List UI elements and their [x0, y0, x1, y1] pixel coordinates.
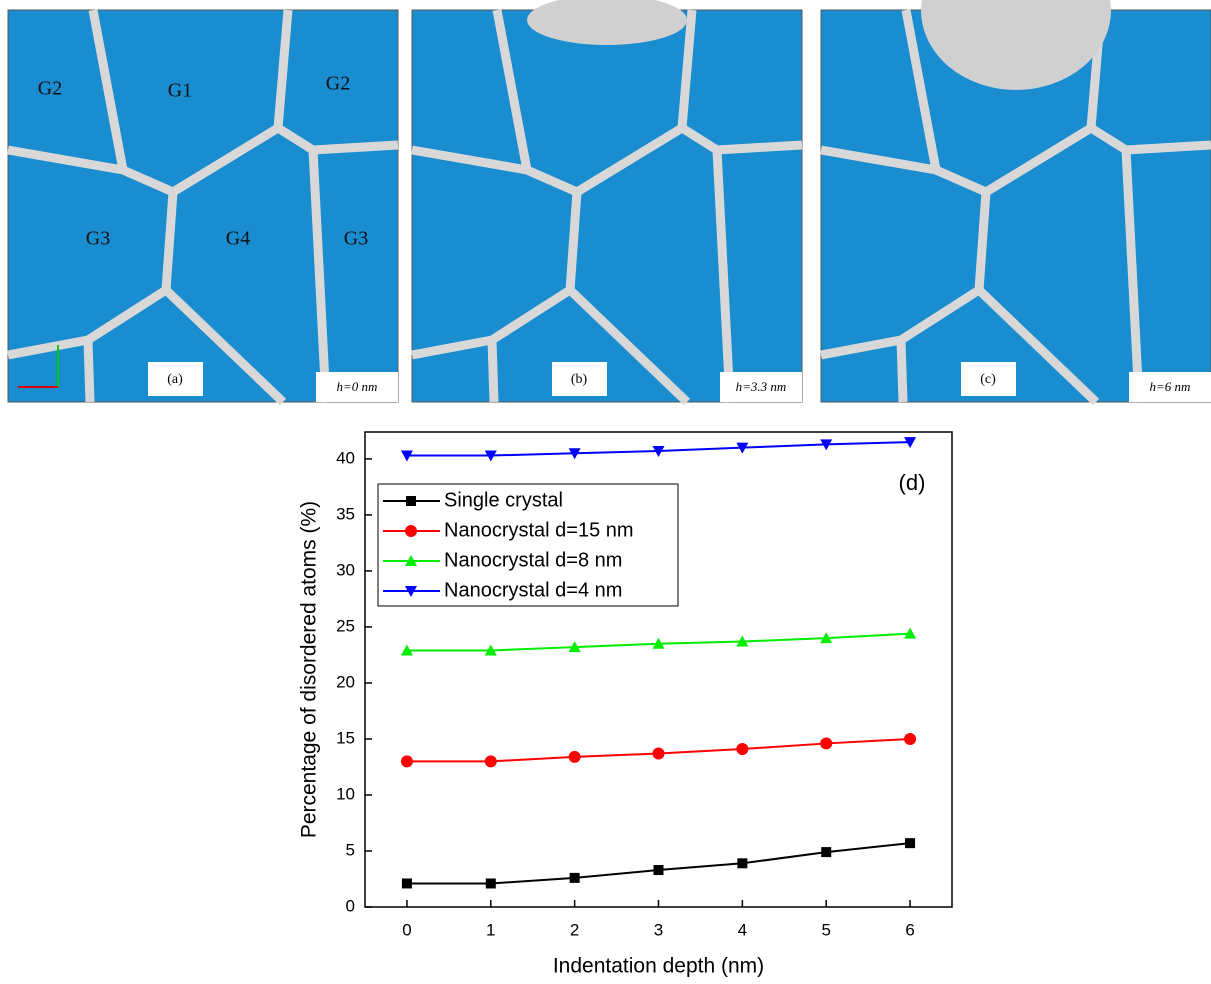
label-box — [552, 362, 607, 396]
depth-label: h=6 nm — [1150, 379, 1191, 394]
grain-boundary — [975, 286, 1100, 406]
panel-label: (c) — [980, 372, 996, 387]
legend-label: Single crystal — [444, 489, 563, 511]
indentation-zone — [527, 0, 687, 45]
marker — [652, 446, 665, 458]
grain-boundary — [1121, 149, 1144, 403]
x-tick-label: 5 — [821, 920, 830, 939]
marker — [568, 750, 581, 763]
series-line — [406, 842, 911, 885]
depth-label: h=0 nm — [337, 379, 378, 394]
x-tick-label: 2 — [570, 920, 579, 939]
grain-boundary — [7, 145, 124, 175]
grain-label: G3 — [86, 228, 110, 250]
marker — [821, 847, 832, 858]
grain-boundary — [411, 191, 582, 360]
grain-boundary — [162, 286, 287, 406]
label-box — [1129, 372, 1211, 402]
x-tick-label: 0 — [402, 920, 411, 939]
y-tick-label: 20 — [336, 672, 355, 691]
legend-marker — [406, 496, 416, 506]
marker — [484, 755, 497, 768]
simulation-panel: (c) h=6 nm — [820, 0, 1211, 406]
marker — [652, 637, 665, 649]
grain-boundary — [712, 149, 735, 403]
marker — [569, 872, 580, 883]
simulation-panel: G2 G1 G2 G3 G4 G3 (a) h=0 nm — [7, 9, 399, 406]
grain-boundary — [566, 286, 691, 406]
y-tick-label: 35 — [336, 504, 355, 523]
x-tick-label: 3 — [654, 920, 663, 939]
panel-label: (b) — [571, 372, 588, 387]
marker — [820, 439, 833, 451]
marker — [484, 450, 497, 462]
label-box — [148, 362, 203, 396]
x-tick-label: 6 — [905, 920, 914, 939]
marker — [401, 878, 412, 889]
indentation-zone — [921, 0, 1111, 90]
annotation: (d) — [899, 470, 926, 495]
marker — [905, 838, 916, 849]
grain-label: G2 — [326, 73, 350, 95]
grain-label: G2 — [38, 78, 62, 100]
grain-boundary — [896, 339, 908, 403]
x-tick-label: 4 — [738, 920, 747, 939]
x-axis-title: Indentation depth (nm) — [553, 955, 764, 978]
y-tick-label: 40 — [336, 448, 355, 467]
legend-marker — [405, 525, 417, 537]
marker — [653, 865, 664, 876]
y-tick-label: 0 — [346, 896, 355, 915]
marker — [820, 737, 833, 750]
marker — [736, 442, 749, 454]
grain-boundary — [7, 191, 178, 360]
marker — [904, 437, 917, 449]
y-tick-label: 30 — [336, 560, 355, 579]
marker — [737, 858, 748, 869]
grain-boundary — [308, 149, 331, 403]
grain-boundary — [487, 339, 499, 403]
label-box — [316, 372, 398, 402]
label-box — [720, 372, 802, 402]
grain-label: G3 — [344, 228, 368, 250]
marker — [820, 632, 833, 644]
legend-box — [377, 483, 679, 607]
y-tick-label: 10 — [336, 784, 355, 803]
y-tick-label: 25 — [336, 616, 355, 635]
legend-label: Nanocrystal d=8 nm — [444, 549, 622, 571]
legend-marker — [405, 555, 417, 566]
marker — [904, 627, 917, 639]
marker — [400, 450, 413, 462]
grain-boundary — [820, 191, 991, 360]
simulation-panel: (b) h=3.3 nm — [411, 0, 803, 406]
crystal-region — [411, 9, 803, 403]
marker — [568, 448, 581, 460]
y-tick-label: 15 — [336, 728, 355, 747]
panel-label: (a) — [167, 372, 183, 387]
grain-boundary — [820, 145, 937, 175]
crystal-region — [7, 9, 399, 403]
grain-boundary — [83, 339, 95, 403]
marker — [484, 644, 497, 656]
legend-label: Nanocrystal d=4 nm — [444, 579, 622, 601]
marker — [652, 747, 665, 760]
legend-marker — [405, 586, 417, 597]
grain-boundary — [411, 145, 528, 175]
y-axis-title: Percentage of disordered atoms (%) — [298, 501, 321, 838]
y-tick-label: 5 — [346, 840, 355, 859]
marker — [400, 644, 413, 656]
legend-label: Nanocrystal d=15 nm — [444, 519, 634, 541]
grain-label: G4 — [226, 228, 250, 250]
marker — [904, 732, 917, 745]
depth-label: h=3.3 nm — [736, 379, 787, 394]
marker — [485, 878, 496, 889]
marker — [400, 755, 413, 768]
marker — [736, 743, 749, 756]
x-tick-label: 1 — [486, 920, 495, 939]
marker — [568, 641, 581, 653]
marker — [736, 635, 749, 647]
grain-label: G1 — [168, 80, 192, 102]
label-box — [961, 362, 1016, 396]
